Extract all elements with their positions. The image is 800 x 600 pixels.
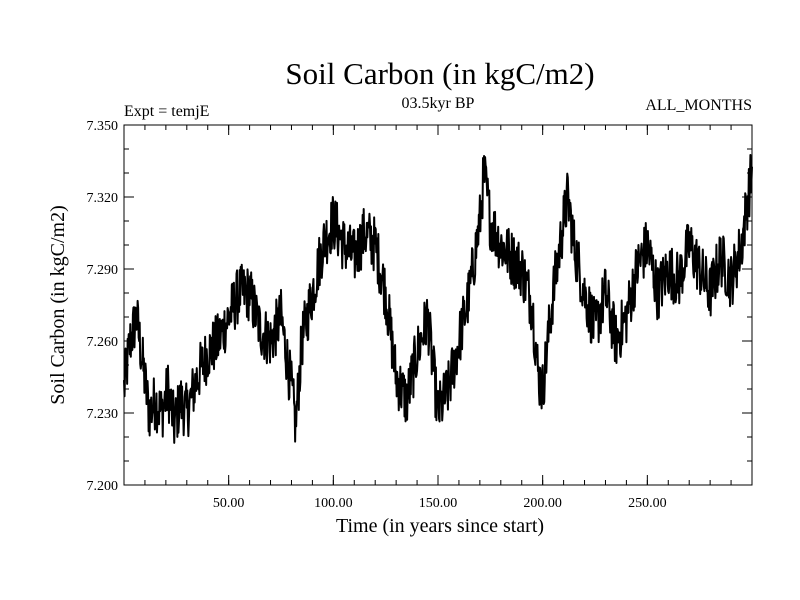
period-label: 03.5kyr BP — [402, 95, 475, 112]
y-tick-label: 7.350 — [87, 119, 119, 134]
x-tick-label: 250.00 — [628, 496, 667, 511]
y-tick-label: 7.230 — [87, 407, 119, 422]
x-tick-label: 200.00 — [523, 496, 562, 511]
y-tick-label: 7.290 — [87, 263, 119, 278]
y-tick-label: 7.260 — [87, 335, 119, 350]
x-tick-label: 100.00 — [314, 496, 353, 511]
soil-carbon-series-line — [123, 153, 753, 444]
x-tick-label: 150.00 — [419, 496, 458, 511]
y-axis: 7.200 7.230 7.260 7.290 7.320 7.350 — [87, 119, 752, 494]
x-axis: 50.00 100.00 150.00 200.00 250.00 — [144, 125, 732, 511]
months-label: ALL_MONTHS — [645, 97, 752, 114]
x-axis-label: Time (in years since start) — [336, 515, 544, 537]
y-tick-label: 7.320 — [87, 191, 119, 206]
chart-title: Soil Carbon (in kgC/m2) — [285, 56, 594, 91]
plot-frame — [123, 124, 753, 486]
x-tick-label: 50.00 — [213, 496, 245, 511]
y-axis-label: Soil Carbon (in kgC/m2) — [47, 205, 69, 404]
experiment-label: Expt = temjE — [124, 103, 209, 120]
y-tick-label: 7.200 — [87, 479, 119, 494]
